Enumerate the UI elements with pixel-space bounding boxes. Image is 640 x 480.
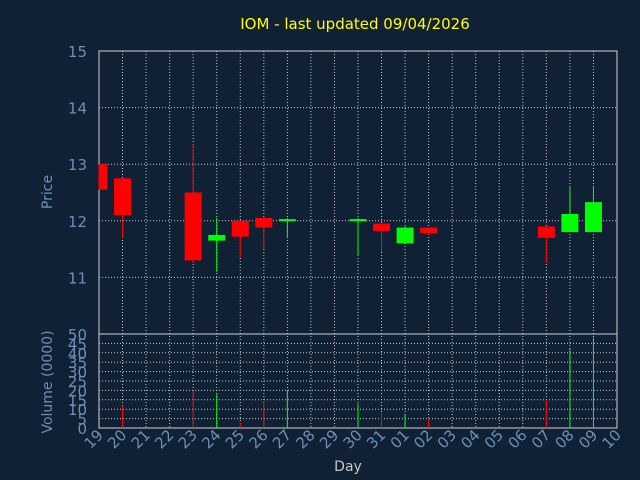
candle-body [396,227,414,244]
volume-tick-label: 0 [77,420,87,438]
candle-body [584,202,602,233]
candle-body [537,226,555,238]
x-tick-label: 20 [104,426,130,452]
candle-body [255,217,273,228]
candle-body [114,178,132,216]
volume-tick-label: 10 [68,401,87,419]
candle-body [208,234,226,241]
volume-tick-label: 15 [68,392,87,410]
candle-body [184,192,202,261]
volume-layer [122,337,594,428]
candle-layer [98,144,602,272]
x-tick-label: 27 [269,426,295,452]
x-tick-label: 02 [410,426,436,452]
candle-body [278,219,296,222]
price-tick-label: 15 [68,43,87,61]
x-tick-label: 26 [245,426,271,452]
x-tick-label: 10 [599,426,625,452]
price-tick-label: 12 [68,213,87,231]
candle-body [373,223,391,231]
candle-body [99,164,108,190]
candle-body [349,219,367,222]
x-tick-label: 23 [175,426,201,452]
x-tick-label: 05 [481,426,507,452]
axis-layer: 1112131415051015202530354045501920212223… [68,43,625,452]
x-tick-label: 21 [128,426,154,452]
x-tick-label: 31 [363,426,389,452]
volume-tick-label: 50 [68,326,87,344]
volume-tick-label: 20 [68,382,87,400]
x-tick-label: 03 [434,426,460,452]
volume-tick-label: 5 [77,411,87,429]
volume-axis-label: Volume (0000) [40,330,56,433]
x-tick-label: 25 [222,426,248,452]
x-tick-label: 06 [504,426,530,452]
x-tick-label: 08 [552,426,578,452]
price-tick-label: 11 [68,269,87,287]
x-tick-label: 01 [387,426,413,452]
x-tick-label: 28 [293,426,319,452]
x-tick-label: 22 [151,426,177,452]
chart-title: IOM - last updated 09/04/2026 [240,15,470,33]
x-tick-label: 24 [198,426,224,452]
x-tick-label: 04 [457,426,483,452]
price-axis-label: Price [40,175,56,209]
x-axis-label: Day [334,459,362,475]
x-tick-label: 30 [340,426,366,452]
candle-body [420,227,438,234]
volume-tick-label: 35 [68,354,87,372]
candle-body [231,220,249,237]
volume-tick-label: 40 [68,345,87,363]
x-tick-label: 29 [316,426,342,452]
volume-tick-label: 30 [68,364,87,382]
candle-body [561,214,579,233]
volume-tick-label: 25 [68,373,87,391]
x-tick-label: 07 [528,426,554,452]
price-tick-label: 14 [68,100,87,118]
x-tick-label: 09 [575,426,601,452]
volume-tick-label: 45 [68,335,87,353]
price-tick-label: 13 [68,156,87,174]
